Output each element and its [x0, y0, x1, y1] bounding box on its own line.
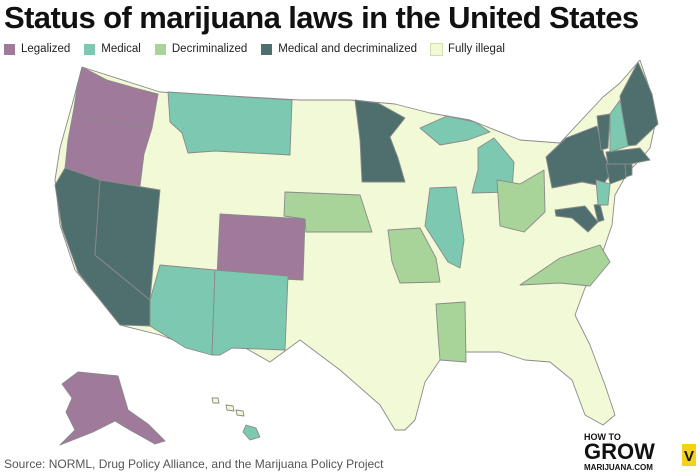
state-rhode-island — [624, 163, 633, 178]
legend-swatch-medical-and-decriminalized — [261, 43, 273, 55]
legend-label-legalized: Legalized — [21, 43, 71, 55]
site-logo: HOW TO GROW MARIJUANA.COM V — [580, 426, 696, 474]
source-note: Source: NORML, Drug Policy Alliance, and… — [4, 457, 384, 471]
state-alaska — [59, 371, 166, 446]
state-maryland — [554, 205, 599, 233]
state-new-mexico — [211, 269, 289, 356]
us-map — [54, 60, 659, 446]
state-new-jersey — [595, 179, 611, 206]
logo-badge: V — [684, 448, 694, 465]
state-massachusetts — [605, 147, 651, 165]
legend-item-medical: Medical — [84, 43, 141, 55]
legend-item-medical-and-decriminalized: Medical and decriminalized — [261, 43, 417, 55]
state-michigan-upper — [419, 115, 491, 146]
logo-line3: MARIJUANA.COM — [584, 463, 653, 472]
state-connecticut — [605, 163, 627, 185]
map-title: Status of marijuana laws in the United S… — [4, 0, 639, 35]
logo-line1: HOW TO — [584, 432, 621, 442]
state-missouri — [387, 227, 441, 284]
legend-label-medical-and-decriminalized: Medical and decriminalized — [278, 43, 418, 55]
legend-swatch-legalized — [4, 43, 15, 55]
state-minnesota — [354, 99, 406, 183]
legend-item-legalized: Legalized — [4, 43, 70, 55]
legend-label-fully-illegal: Fully illegal — [448, 43, 505, 55]
state-hawaii-islands — [211, 397, 245, 417]
legend: Legalized Medical Decriminalized Medical… — [4, 42, 519, 56]
state-ohio — [496, 169, 546, 233]
state-nebraska — [283, 191, 373, 233]
state-colorado — [216, 213, 306, 281]
legend-label-medical: Medical — [101, 43, 141, 55]
state-oregon — [64, 107, 153, 187]
state-vermont — [596, 113, 611, 151]
state-arizona — [149, 264, 216, 356]
legend-swatch-fully-illegal — [430, 42, 444, 56]
state-illinois — [424, 186, 465, 269]
state-hawaii — [242, 424, 261, 441]
legend-item-fully-illegal: Fully illegal — [430, 42, 505, 56]
legend-swatch-medical — [84, 43, 96, 55]
legend-label-decriminalized: Decriminalized — [171, 43, 248, 55]
legend-item-decriminalized: Decriminalized — [154, 43, 248, 55]
state-new-hampshire — [609, 99, 629, 153]
state-montana — [167, 91, 293, 156]
state-mississippi — [435, 301, 467, 363]
state-north-carolina — [519, 244, 611, 287]
logo-line2: GROW — [584, 439, 655, 464]
legend-swatch-decriminalized — [154, 43, 166, 55]
